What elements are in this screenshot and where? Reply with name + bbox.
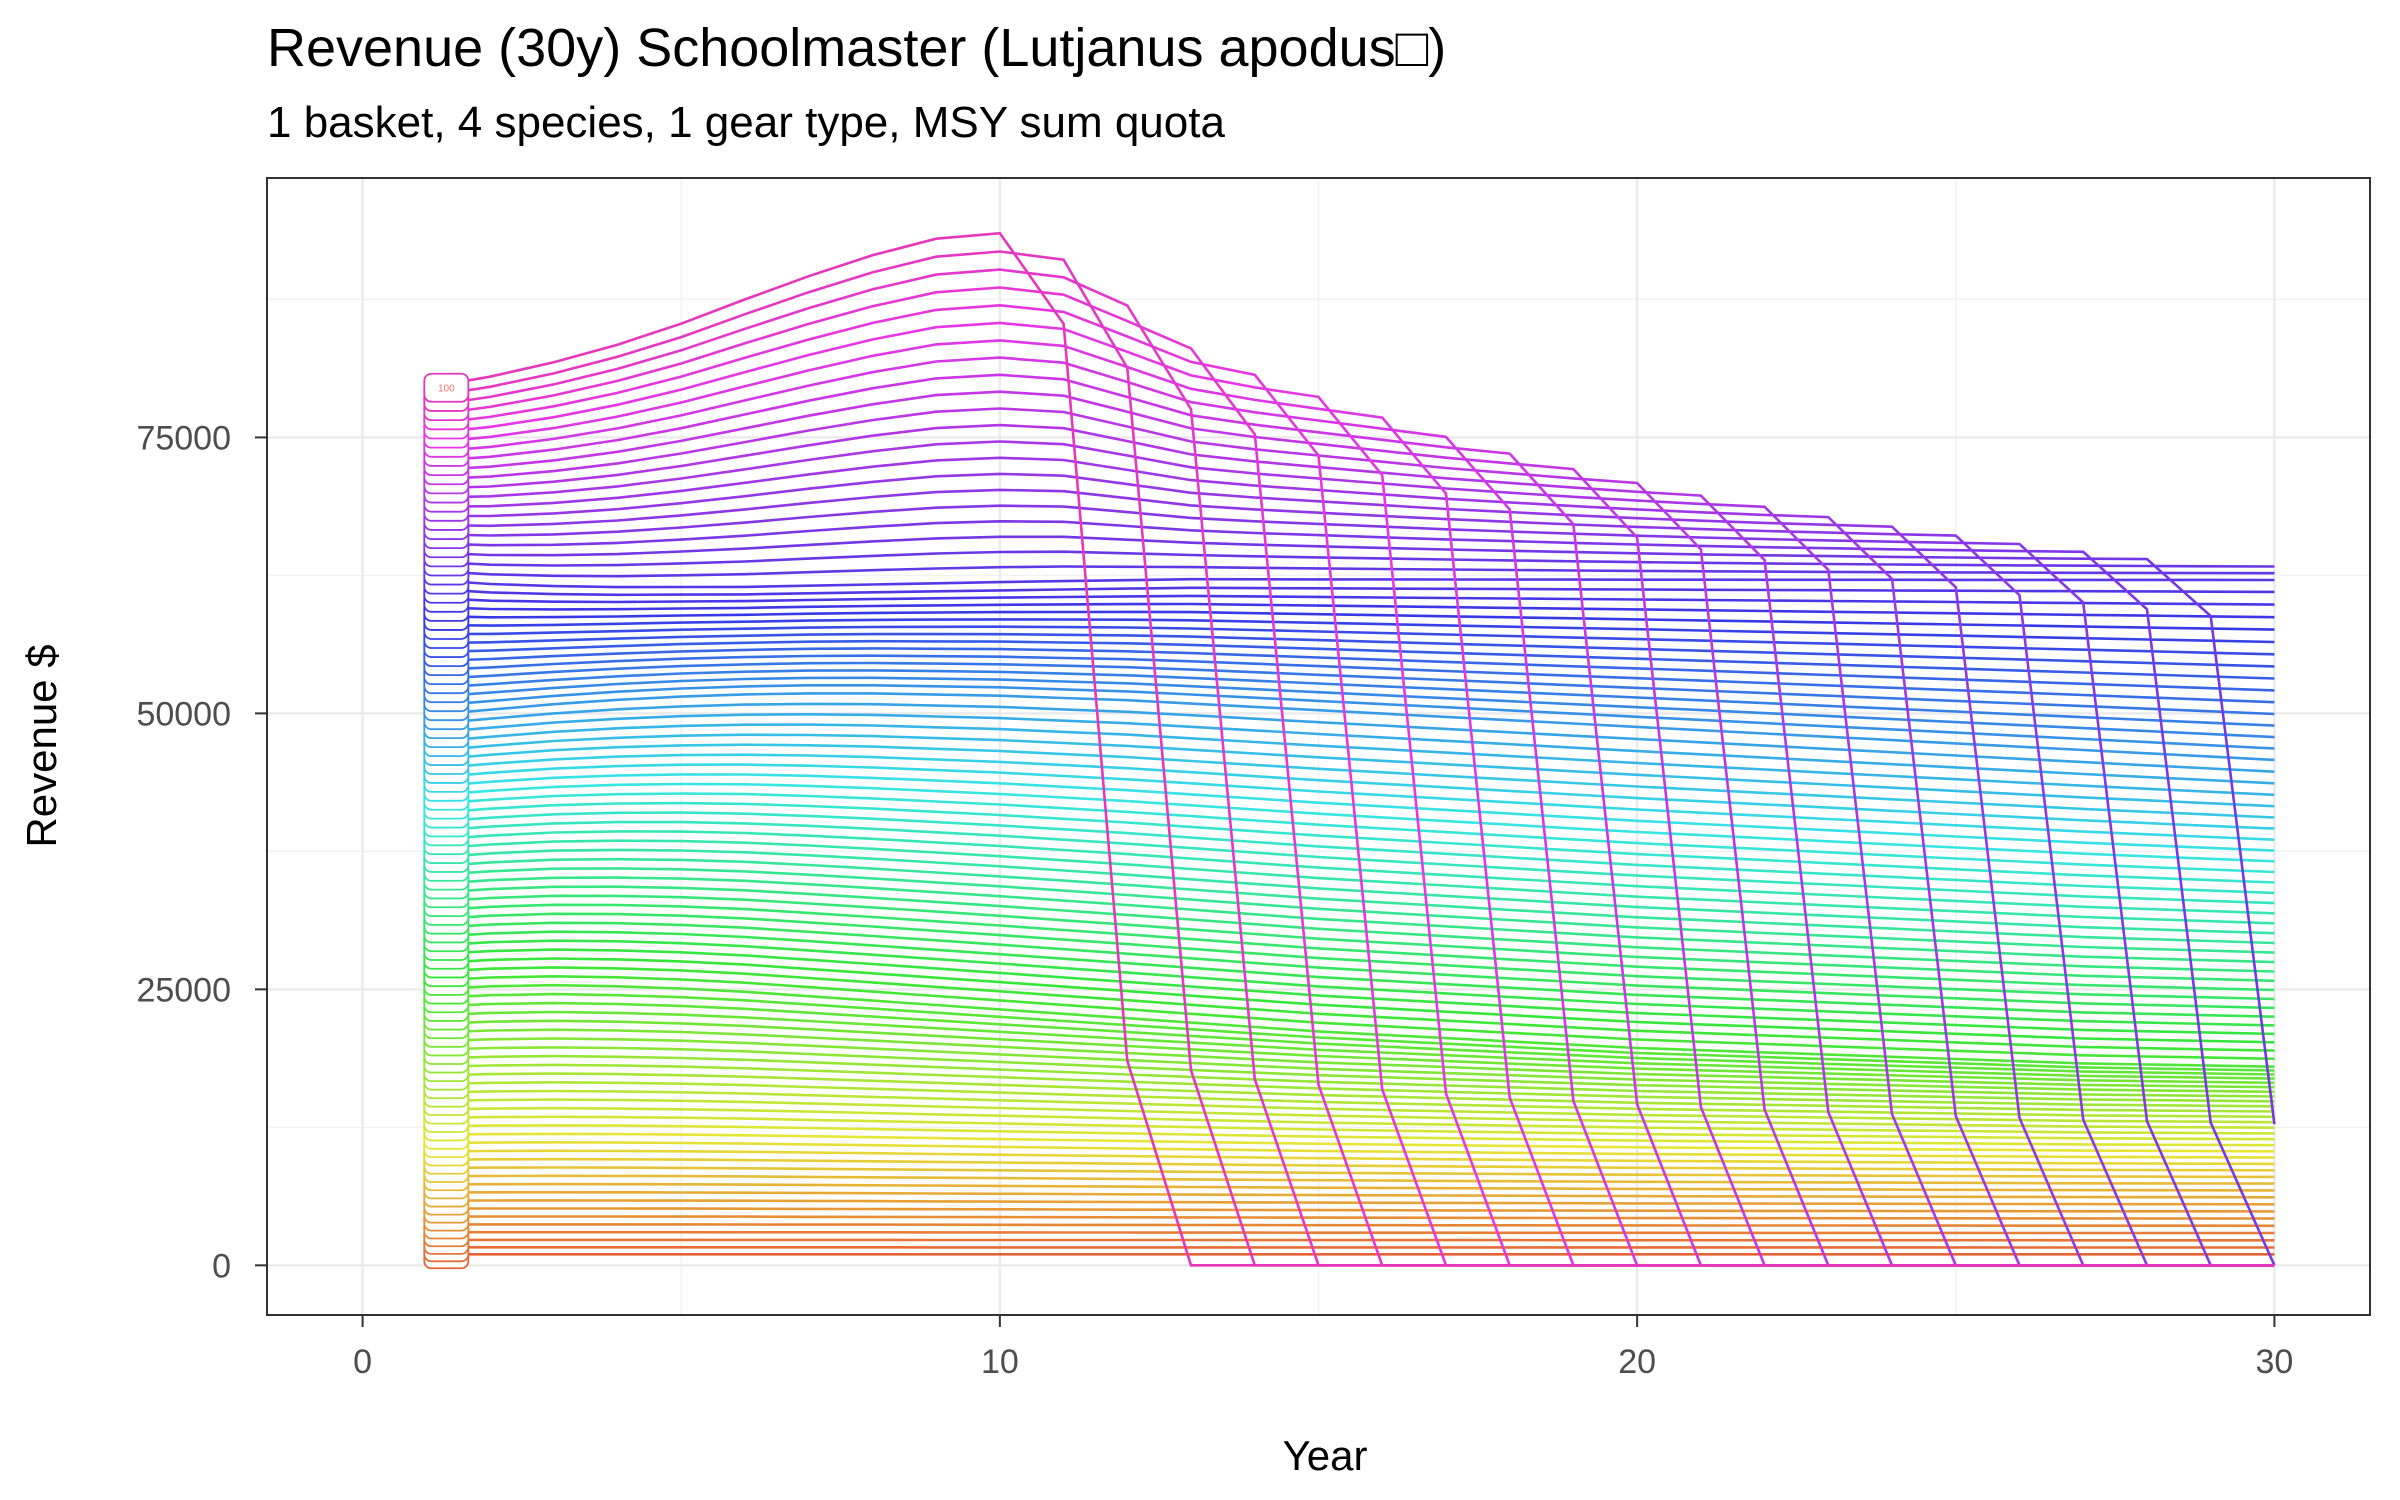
series-line <box>426 939 2275 1027</box>
y-axis-title: Revenue $ <box>18 644 65 847</box>
series-line <box>426 903 2275 992</box>
series-line <box>426 702 2275 773</box>
series-label-text: 100 <box>438 384 455 395</box>
series-line <box>426 885 2275 973</box>
series-line <box>426 966 2275 1052</box>
series-line <box>426 948 2275 1036</box>
axes: 0 10 20 30 0 25000 50000 75000 <box>136 419 2293 1381</box>
series-line <box>426 586 2275 597</box>
series-line <box>426 1132 2275 1153</box>
series-line <box>426 848 2275 935</box>
series-line <box>426 763 2275 841</box>
series-line <box>426 867 2275 954</box>
series-line <box>426 1223 2275 1228</box>
series-line <box>426 974 2275 1061</box>
data-series <box>426 231 2276 1267</box>
series-line <box>426 1140 2275 1159</box>
series-line <box>426 661 2275 716</box>
y-tick-label: 50000 <box>136 695 231 733</box>
y-tick-label: 0 <box>212 1247 231 1285</box>
series-line <box>426 983 2275 1068</box>
x-tick-label: 20 <box>1618 1343 1656 1381</box>
series-line <box>426 1182 2275 1192</box>
series-line <box>426 594 2275 606</box>
series-line <box>426 565 2275 578</box>
series-line <box>426 618 2275 644</box>
series-line <box>426 782 2275 863</box>
series-line <box>426 456 2275 1267</box>
series-line <box>426 669 2275 727</box>
series-line <box>426 1174 2275 1185</box>
series-line <box>426 1207 2275 1213</box>
series-line <box>426 957 2275 1044</box>
series-line <box>426 733 2275 808</box>
series-line <box>426 1046 2275 1098</box>
series-line <box>426 1215 2275 1220</box>
series-line <box>426 876 2275 964</box>
x-tick-label: 10 <box>981 1343 1019 1381</box>
series-line <box>426 1115 2275 1141</box>
series-line <box>426 930 2275 1018</box>
series-line <box>426 1010 2275 1080</box>
series-line <box>426 602 2275 619</box>
series-line <box>426 811 2275 895</box>
series-line <box>426 1149 2275 1166</box>
series-line <box>426 1019 2275 1085</box>
series-line <box>426 692 2275 762</box>
series-line <box>426 801 2275 884</box>
series-line <box>426 839 2275 925</box>
series-line <box>426 577 2275 589</box>
series-line <box>426 1037 2275 1094</box>
x-tick-label: 0 <box>353 1343 372 1381</box>
series-line <box>426 773 2275 852</box>
series-line <box>426 472 2275 1267</box>
series-line <box>426 1089 2275 1124</box>
series-line <box>426 857 2275 945</box>
series-line <box>426 723 2275 797</box>
series-label-box <box>423 372 470 403</box>
series-line <box>426 820 2275 905</box>
series-line <box>426 792 2275 874</box>
plot-border <box>266 177 2371 1316</box>
grid-lines <box>267 178 2370 1315</box>
series-line <box>426 1199 2275 1206</box>
series-line <box>426 519 2276 1266</box>
series-line <box>426 1157 2275 1172</box>
series-line <box>426 535 2276 1125</box>
series-line <box>426 830 2275 915</box>
series-end-labels: 100 <box>423 372 470 1270</box>
y-tick-label: 75000 <box>136 419 231 457</box>
series-line <box>426 504 2275 1267</box>
series-line <box>426 1054 2275 1103</box>
series-line <box>426 1063 2275 1108</box>
series-line <box>426 1098 2275 1129</box>
chart-subtitle: 1 basket, 4 species, 1 gear type, MSY su… <box>267 98 1225 147</box>
series-line <box>426 1028 2275 1089</box>
series-line <box>426 676 2275 739</box>
series-line <box>426 632 2275 668</box>
series-line <box>426 550 2275 568</box>
series-line <box>426 1191 2275 1199</box>
x-tick-label: 30 <box>2255 1343 2293 1381</box>
series-line <box>426 992 2275 1072</box>
x-axis-title: Year <box>1283 1432 1368 1479</box>
series-line <box>426 1072 2275 1113</box>
series-line <box>426 712 2275 785</box>
series-line <box>426 231 2275 1267</box>
series-line <box>426 625 2275 656</box>
series-line <box>426 1106 2275 1135</box>
series-line <box>426 1230 2275 1235</box>
series-line <box>426 1001 2275 1076</box>
series-line <box>426 912 2275 1001</box>
y-tick-label: 25000 <box>136 971 231 1009</box>
series-line <box>426 1080 2275 1119</box>
chart-title: Revenue (30y) Schoolmaster (Lutjanus apo… <box>267 18 1446 78</box>
series-line <box>426 894 2275 983</box>
series-line <box>426 654 2275 704</box>
series-line <box>426 488 2275 1267</box>
series-line <box>426 684 2275 750</box>
series-line <box>426 921 2275 1010</box>
series-line <box>426 610 2275 631</box>
